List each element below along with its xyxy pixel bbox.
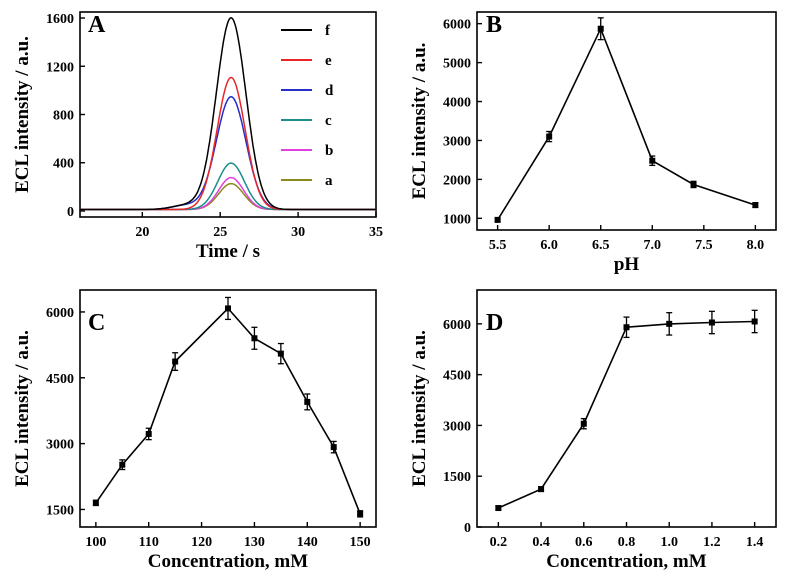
data-point <box>92 499 99 506</box>
panel-letter: A <box>88 12 106 38</box>
y-tick-label: 3000 <box>443 134 471 149</box>
data-point <box>752 202 759 209</box>
legend-label-f: f <box>325 23 331 39</box>
x-axis-label: Concentration, mM <box>546 551 706 571</box>
x-tick-label: 8.0 <box>747 238 765 253</box>
y-tick-label: 6000 <box>46 306 74 321</box>
data-point <box>708 319 715 326</box>
y-tick-label: 4500 <box>46 372 74 387</box>
x-tick-label: 7.0 <box>644 238 662 253</box>
panel-b: B 5.5 6.0 6.5 7.0 7.5 8.0 1000 2000 3000 4000 5000 6… <box>409 11 777 275</box>
x-axis-label: Concentration, mM <box>148 551 308 571</box>
data-point <box>277 350 284 357</box>
x-tick-label: 130 <box>244 535 265 550</box>
y-tick-label: 0 <box>464 521 471 536</box>
x-tick-label: 1.0 <box>660 535 678 550</box>
y-axis-label: ECL intensity / a.u. <box>12 36 33 193</box>
legend-label-b: b <box>325 143 333 159</box>
data-point <box>145 430 152 437</box>
legend-label-e: e <box>325 53 332 69</box>
x-tick-label: 0.4 <box>532 535 550 550</box>
data-line <box>496 26 756 221</box>
data-line <box>498 320 755 509</box>
y-tick-label: 1000 <box>443 212 471 227</box>
legend-label-c: c <box>325 113 332 129</box>
data-point <box>330 444 337 451</box>
x-tick-label: 140 <box>297 535 318 550</box>
y-tick-label: 0 <box>67 205 74 220</box>
x-tick-label: 25 <box>213 225 227 240</box>
data-point <box>649 157 656 164</box>
y-axis-label: ECL intensity / a.u. <box>12 330 33 487</box>
plot-frame <box>476 11 777 231</box>
y-tick-label: 1500 <box>46 503 74 518</box>
legend-label-a: a <box>325 173 333 189</box>
panel-letter: D <box>486 310 503 336</box>
x-tick-label: 0.8 <box>618 535 636 550</box>
y-axis-label: ECL intensity / a.u. <box>409 43 430 200</box>
data-point <box>494 216 501 223</box>
data-point <box>546 133 553 140</box>
x-tick-label: 150 <box>350 535 371 550</box>
data-point <box>225 305 231 312</box>
x-tick-label: 7.5 <box>695 238 713 253</box>
y-tick-label: 5000 <box>443 57 471 72</box>
y-tick-label: 4000 <box>443 96 471 111</box>
data-point <box>580 420 587 427</box>
y-tick-label: 3000 <box>46 438 74 453</box>
y-tick-label: 6000 <box>443 318 471 333</box>
series-line-f <box>80 16 376 211</box>
y-tick-label: 4500 <box>443 369 471 384</box>
x-tick-label: 1.2 <box>703 535 721 550</box>
data-point <box>172 358 179 365</box>
y-tick-label: 1500 <box>443 470 471 485</box>
data-point <box>751 318 758 325</box>
data-point <box>623 324 630 331</box>
panel-c: C 100 110 120 130 140 150 1500 3000 4500 6000 Conce… <box>12 289 377 571</box>
y-tick-label: 1200 <box>46 60 74 75</box>
x-axis-label: Time / s <box>196 241 260 262</box>
x-tick-label: 110 <box>139 535 159 550</box>
panel-d: D 0.2 0.4 0.6 0.8 1.0 1.2 1.4 0 1500 3000 4500 6000 C… <box>409 289 777 571</box>
x-tick-label: 0.6 <box>575 535 593 550</box>
y-tick-label: 2000 <box>443 173 471 188</box>
data-point <box>538 486 545 493</box>
data-point <box>597 25 604 32</box>
panel-letter: C <box>88 310 105 336</box>
plot-frame <box>79 289 377 528</box>
x-tick-label: 5.5 <box>489 238 507 253</box>
y-tick-label: 1600 <box>46 12 74 27</box>
data-point <box>357 510 364 517</box>
x-tick-label: 6.5 <box>592 238 610 253</box>
y-tick-label: 800 <box>53 109 74 124</box>
x-tick-label: 100 <box>85 535 106 550</box>
x-tick-label: 30 <box>291 225 305 240</box>
panel-letter: B <box>486 12 502 38</box>
data-point <box>119 461 126 468</box>
panel-a: A 20 25 30 35 0 400 800 1200 1600 Time / s ECL inte… <box>12 11 383 262</box>
x-tick-label: 1.4 <box>746 535 764 550</box>
x-tick-label: 35 <box>369 225 383 240</box>
x-axis-label: pH <box>614 254 640 275</box>
y-axis-label: ECL intensity / a.u. <box>409 330 430 487</box>
y-tick-label: 6000 <box>443 18 471 33</box>
data-point <box>495 505 502 512</box>
x-tick-label: 120 <box>191 535 212 550</box>
data-point <box>304 398 311 405</box>
x-tick-label: 6.0 <box>540 238 558 253</box>
data-line <box>95 307 361 515</box>
legend-label-d: d <box>325 83 334 99</box>
x-tick-label: 20 <box>135 225 149 240</box>
data-point <box>690 181 697 188</box>
y-tick-label: 400 <box>53 157 74 172</box>
x-tick-label: 0.2 <box>490 535 508 550</box>
data-point <box>251 335 258 342</box>
y-tick-label: 3000 <box>443 419 471 434</box>
data-point <box>666 320 673 327</box>
